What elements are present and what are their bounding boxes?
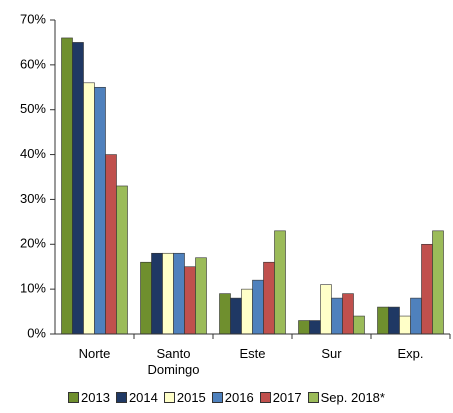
bar bbox=[219, 293, 231, 335]
legend-item: 2016 bbox=[211, 390, 254, 405]
legend-item: 2017 bbox=[259, 390, 302, 405]
bar bbox=[173, 252, 185, 335]
y-tick-label: 30% bbox=[20, 191, 46, 206]
x-tick-label: Santo Domingo bbox=[147, 346, 200, 377]
bar bbox=[353, 315, 365, 335]
bar bbox=[140, 261, 152, 335]
legend-swatch bbox=[115, 392, 127, 403]
y-tick-label: 70% bbox=[20, 11, 46, 26]
bar bbox=[263, 261, 275, 335]
y-tick-label: 60% bbox=[20, 56, 46, 71]
bar bbox=[432, 230, 444, 335]
y-tick-label: 20% bbox=[20, 236, 46, 251]
legend-item: 2015 bbox=[163, 390, 206, 405]
y-tick-label: 10% bbox=[20, 281, 46, 296]
bar bbox=[388, 306, 400, 335]
bar bbox=[105, 154, 117, 335]
legend-label: 2017 bbox=[272, 390, 302, 405]
bar bbox=[309, 320, 321, 335]
x-tick-label: Norte bbox=[78, 346, 111, 361]
x-tick-label: Exp. bbox=[397, 346, 424, 361]
legend-label: Sep. 2018* bbox=[320, 390, 385, 405]
legend-label: 2013 bbox=[81, 390, 110, 405]
bar bbox=[61, 37, 73, 335]
legend-item: 2014 bbox=[115, 390, 158, 405]
bar bbox=[184, 266, 196, 335]
legend-label: 2016 bbox=[224, 390, 254, 405]
bar bbox=[274, 230, 286, 335]
y-tick-label: 0% bbox=[27, 325, 46, 340]
bar bbox=[151, 252, 163, 335]
bar bbox=[72, 42, 84, 335]
legend-swatch bbox=[307, 392, 319, 403]
bar bbox=[162, 252, 174, 335]
y-tick-label: 50% bbox=[20, 101, 46, 116]
legend-item: 2013 bbox=[68, 390, 110, 405]
bar bbox=[94, 86, 106, 335]
bar bbox=[83, 82, 95, 335]
legend-label: 2014 bbox=[128, 390, 158, 405]
legend-swatch bbox=[163, 392, 175, 403]
y-tick-label: 40% bbox=[20, 146, 46, 161]
legend-label: 2015 bbox=[176, 390, 206, 405]
bar bbox=[230, 297, 242, 335]
bar bbox=[116, 185, 128, 335]
legend-swatch bbox=[68, 392, 80, 403]
x-tick-label: Sur bbox=[321, 346, 342, 361]
x-tick-label: Este bbox=[239, 346, 266, 361]
bar bbox=[399, 315, 411, 335]
bar bbox=[377, 306, 389, 335]
bar bbox=[320, 284, 332, 335]
bar bbox=[342, 293, 354, 335]
bar bbox=[410, 297, 422, 335]
bar bbox=[298, 320, 310, 335]
bar bbox=[331, 297, 343, 335]
legend-swatch bbox=[259, 392, 271, 403]
bar bbox=[195, 257, 207, 335]
bar bbox=[241, 288, 253, 335]
legend-swatch bbox=[211, 392, 223, 403]
bar bbox=[252, 279, 264, 335]
legend-item: Sep. 2018* bbox=[307, 390, 385, 405]
bar bbox=[421, 243, 433, 335]
legend: 2013 2014 2015 2016 2017 Sep. 2018* bbox=[0, 390, 453, 405]
